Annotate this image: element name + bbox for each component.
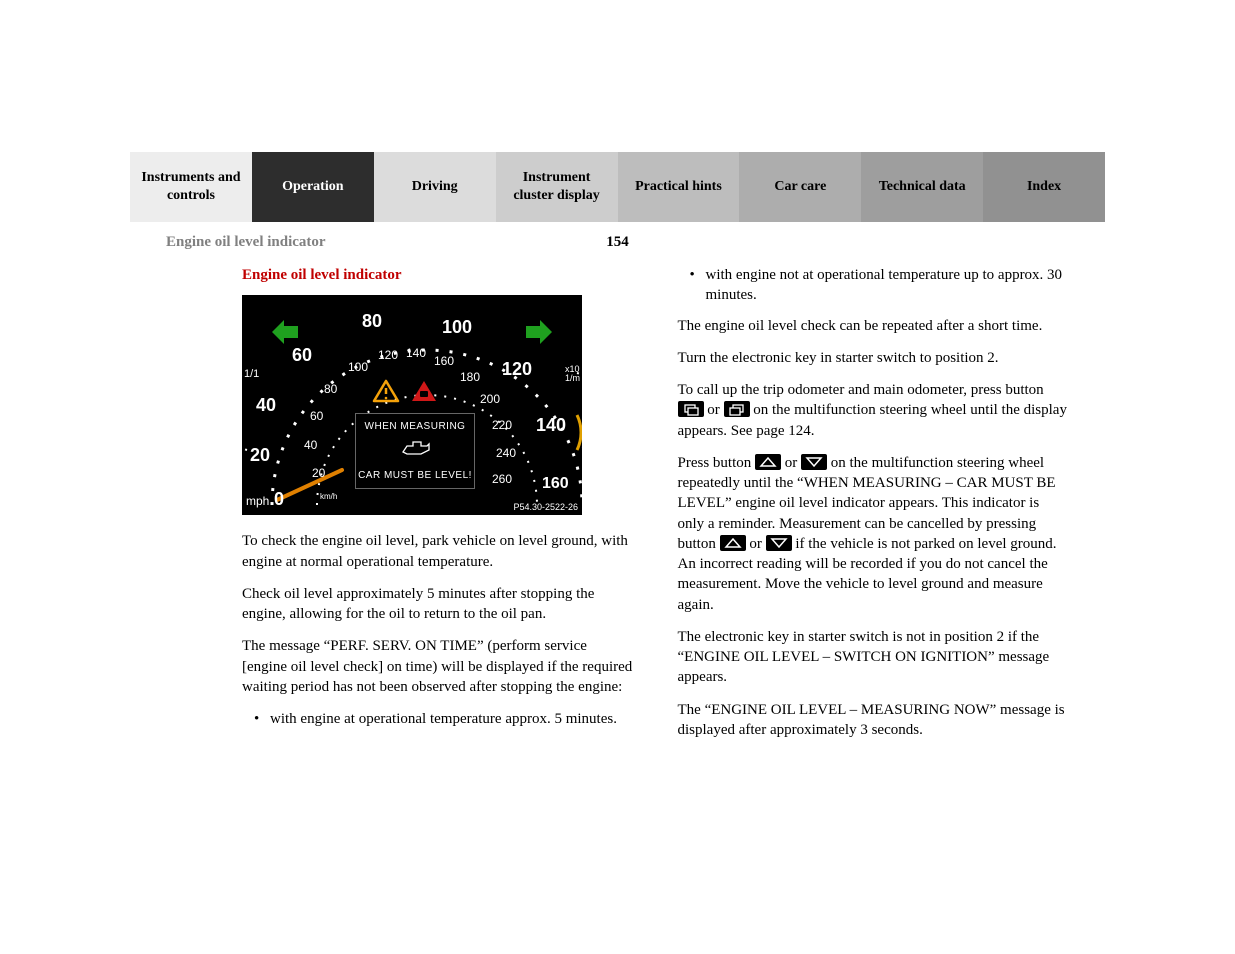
- display-line-1: WHEN MEASURING: [356, 420, 474, 434]
- display-line-2: CAR MUST BE LEVEL!: [356, 469, 474, 483]
- speed-160: 160: [542, 473, 569, 495]
- tab-operation[interactable]: Operation: [252, 152, 374, 222]
- list-item: with engine at operational temperature a…: [242, 709, 634, 729]
- nav-tabs: Instruments and controls Operation Drivi…: [130, 152, 1105, 222]
- mph-label: mph: [246, 493, 269, 509]
- warning-triangle-icon: [372, 379, 400, 403]
- right-turn-arrow-icon: [526, 320, 552, 344]
- body-text: The engine oil level check can be repeat…: [678, 316, 1070, 336]
- body-text: Turn the electronic key in starter switc…: [678, 348, 1070, 368]
- list-item: with engine not at operational temperatu…: [678, 265, 1070, 306]
- speed-40: 40: [256, 393, 276, 417]
- instrument-cluster-figure: 20 40 60 80 100 120 140 160 20 40 60 80 …: [242, 295, 582, 515]
- speed-20: 20: [250, 443, 270, 467]
- speed-140: 140: [536, 413, 566, 437]
- section-label: Engine oil level indicator: [166, 234, 326, 251]
- tab-instrument-cluster-display[interactable]: Instrument cluster display: [496, 152, 618, 222]
- speed-120: 120: [502, 357, 532, 381]
- scroll-down-button-icon: [801, 454, 827, 470]
- tab-driving[interactable]: Driving: [374, 152, 496, 222]
- multifunction-display: WHEN MEASURING CAR MUST BE LEVEL!: [355, 413, 475, 489]
- right-column: with engine not at operational temperatu…: [678, 265, 1070, 752]
- manual-page: Instruments and controls Operation Drivi…: [130, 152, 1105, 752]
- speed-60: 60: [292, 343, 312, 367]
- content-columns: Engine oil level indicator: [130, 265, 1105, 752]
- scroll-up-button-icon: [755, 454, 781, 470]
- mph-zero: 0: [274, 487, 284, 511]
- fuel-label: 1/1: [244, 367, 259, 382]
- speed-80: 80: [362, 309, 382, 333]
- page-number: 154: [606, 234, 629, 251]
- speed-100: 100: [442, 315, 472, 339]
- hazard-triangle-icon: [410, 379, 438, 403]
- tab-instruments-and-controls[interactable]: Instruments and controls: [130, 152, 252, 222]
- body-text: To check the engine oil level, park vehi…: [242, 531, 634, 572]
- body-text: To call up the trip odometer and main od…: [678, 380, 1070, 441]
- tab-car-care[interactable]: Car care: [739, 152, 861, 222]
- kmh-label: km/h: [320, 492, 337, 503]
- body-text: The “ENGINE OIL LEVEL – MEASURING NOW” m…: [678, 700, 1070, 741]
- body-text: Check oil level approximately 5 minutes …: [242, 584, 634, 625]
- figure-code: P54.30-2522-26: [513, 501, 578, 513]
- display-next-button-icon: [724, 401, 750, 417]
- body-text: The message “PERF. SERV. ON TIME” (perfo…: [242, 636, 634, 697]
- tab-technical-data[interactable]: Technical data: [861, 152, 983, 222]
- oil-can-icon: [401, 438, 431, 458]
- body-text: The electronic key in starter switch is …: [678, 627, 1070, 688]
- rpm-label: x10 1/m: [565, 365, 580, 383]
- scroll-up-button-icon: [720, 535, 746, 551]
- page-header: Engine oil level indicator 154: [130, 234, 1105, 251]
- tab-index[interactable]: Index: [983, 152, 1105, 222]
- section-title: Engine oil level indicator: [242, 265, 634, 285]
- display-prev-button-icon: [678, 401, 704, 417]
- body-text: Press button or on the multifunction ste…: [678, 453, 1070, 615]
- tab-practical-hints[interactable]: Practical hints: [618, 152, 740, 222]
- left-column: Engine oil level indicator: [242, 265, 634, 752]
- left-turn-arrow-icon: [272, 320, 298, 344]
- scroll-down-button-icon: [766, 535, 792, 551]
